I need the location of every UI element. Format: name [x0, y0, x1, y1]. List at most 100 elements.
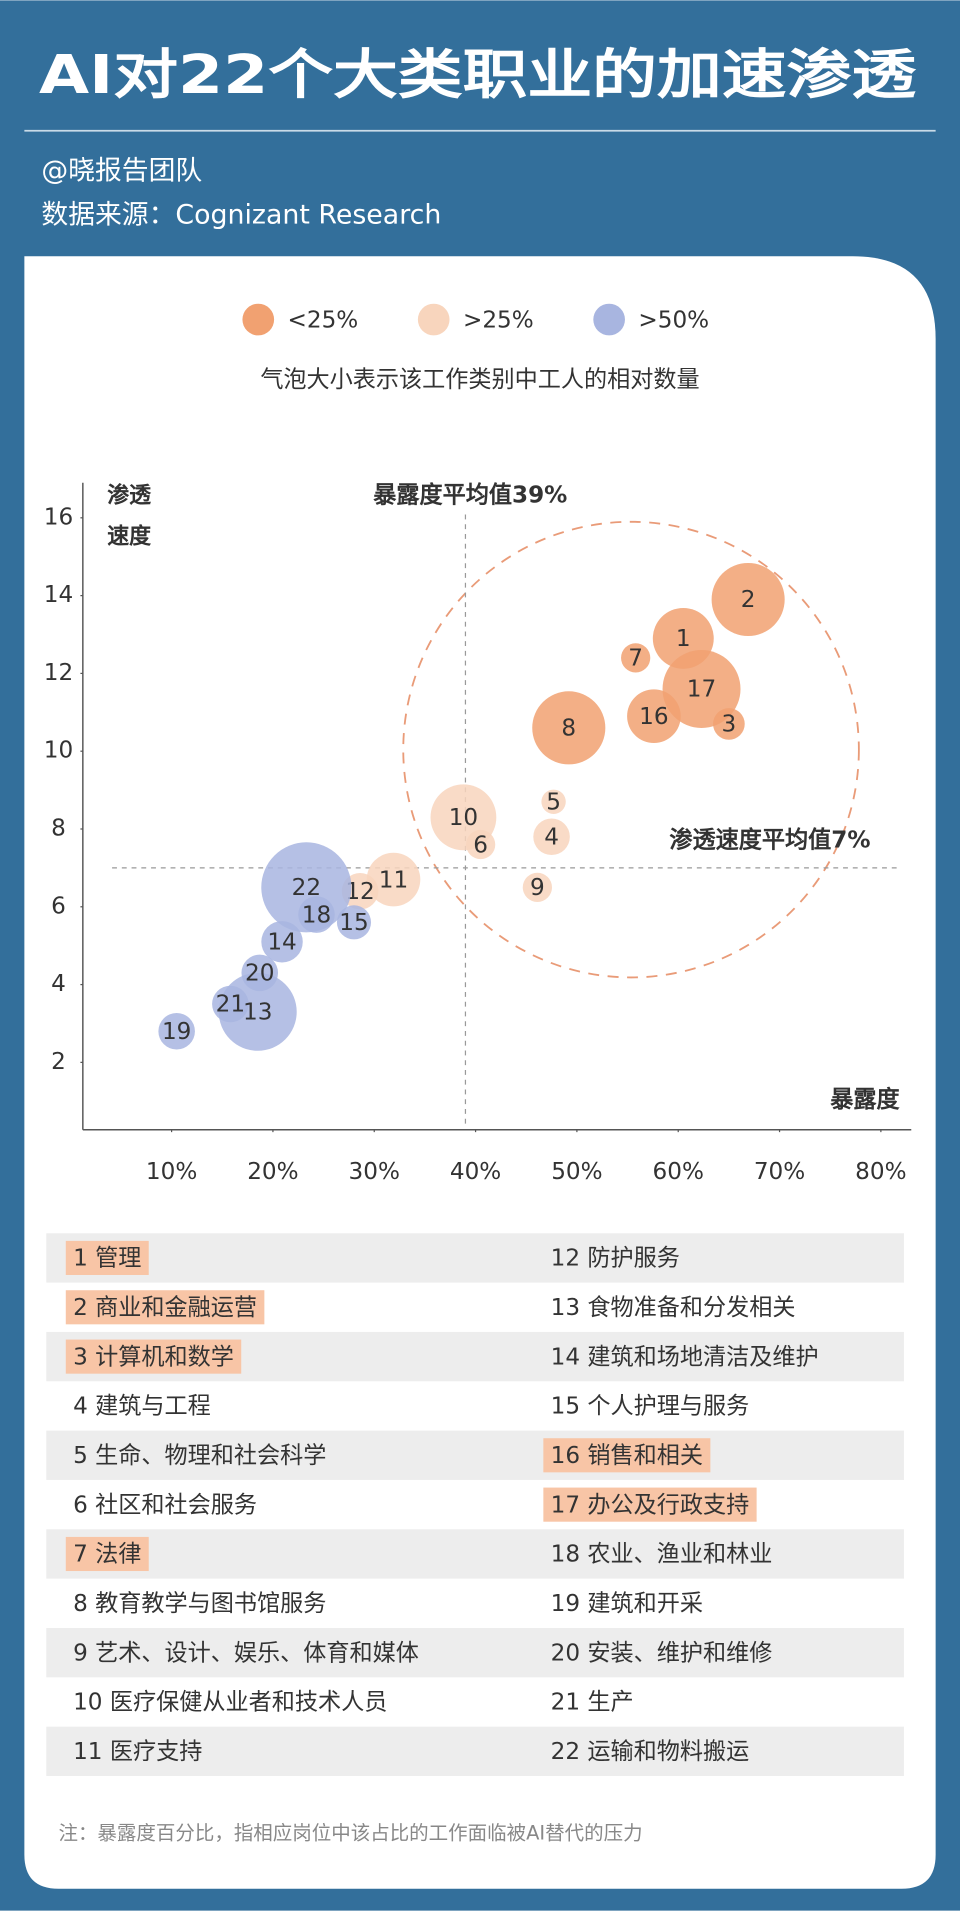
- legend-label: >25%: [463, 307, 534, 333]
- table-row-bg: [46, 1627, 904, 1678]
- bubble: [533, 818, 570, 856]
- table-item: 4 建筑与工程: [73, 1394, 211, 1420]
- x-tick-label: 30%: [349, 1159, 400, 1185]
- bubble-label: 11: [379, 867, 408, 893]
- y-tick-label: 10: [44, 738, 73, 764]
- bubble: [541, 789, 566, 814]
- author: @晓报告团队: [41, 156, 202, 187]
- bubble-label: 3: [722, 712, 737, 738]
- y-tick-label: 4: [51, 971, 66, 997]
- table-item: 16 销售和相关: [551, 1443, 703, 1469]
- table-item: 7 法律: [73, 1542, 141, 1568]
- x-tick-label: 10%: [146, 1159, 197, 1185]
- bubble: [336, 905, 372, 940]
- bubble-label: 8: [561, 716, 576, 742]
- bubble-label: 20: [245, 961, 274, 987]
- table-item: 18 农业、渔业和林业: [551, 1542, 773, 1568]
- bubble: [532, 691, 606, 765]
- bubble: [261, 921, 303, 963]
- bubble: [158, 1012, 195, 1050]
- bubble-label: 5: [546, 789, 561, 815]
- x-tick-label: 50%: [551, 1159, 602, 1185]
- footnote: 注：暴露度百分比，指相应岗位中该占比的工作面临被AI替代的压力: [58, 1821, 642, 1844]
- bubble-label: 6: [473, 832, 488, 858]
- legend-label: <25%: [288, 307, 359, 333]
- bubble-label: 10: [449, 805, 478, 831]
- y-axis-label-box: 渗透速度: [107, 482, 152, 550]
- table-item: 3 计算机和数学: [73, 1344, 234, 1370]
- bubble: [662, 649, 741, 728]
- x-tick-label: 60%: [653, 1159, 704, 1185]
- bubble: [366, 852, 421, 907]
- table-item: 6 社区和社会服务: [73, 1492, 257, 1518]
- table-item: 9 艺术、设计、娱乐、体育和媒体: [73, 1640, 419, 1666]
- bubble-label: 9: [530, 875, 545, 901]
- table-item: 8 教育教学与图书馆服务: [73, 1591, 326, 1617]
- bubble: [621, 643, 651, 673]
- bubble: [212, 985, 249, 1023]
- table-row-bg: [46, 1233, 904, 1283]
- table-highlight: [65, 1290, 265, 1325]
- source: 数据来源：Cognizant Research: [41, 200, 441, 231]
- legend-marker: [593, 303, 625, 336]
- table-item: 22 运输和物料搬运: [551, 1739, 750, 1765]
- table-row-bg: [46, 1726, 904, 1777]
- bubble-label: 1: [676, 626, 691, 652]
- legend-label: >50%: [638, 307, 709, 333]
- bubble-label: 16: [639, 704, 668, 730]
- x-axis-label: 暴露度: [830, 1086, 900, 1113]
- table-item: 17 办公及行政支持: [551, 1492, 750, 1518]
- table-item: 21 生产: [551, 1690, 634, 1716]
- table-highlight: [543, 1487, 757, 1522]
- table-row-bg: [46, 1430, 904, 1480]
- table-item: 2 商业和金融运营: [73, 1295, 257, 1321]
- bubble: [522, 872, 552, 902]
- bubble: [261, 842, 352, 933]
- title: AI对22个大类职业的加速渗透: [39, 43, 917, 106]
- x-tick-label: 80%: [855, 1159, 906, 1185]
- table-item: 5 生命、物理和社会科学: [73, 1443, 326, 1469]
- table-highlight: [543, 1438, 711, 1473]
- bubble-label: 2: [741, 587, 756, 613]
- bubble: [241, 954, 279, 992]
- bubble-label: 18: [302, 902, 331, 928]
- y-tick-label: 8: [51, 815, 66, 841]
- table-highlight: [65, 1240, 149, 1275]
- table-highlight: [65, 1339, 242, 1374]
- y-axis-label: 渗透速度: [107, 482, 152, 550]
- bubble-label: 17: [687, 677, 716, 703]
- y-tick-label: 2: [51, 1049, 66, 1075]
- bubble-label: 15: [339, 910, 368, 936]
- bubble-label: 14: [267, 930, 296, 956]
- table-item: 20 安装、维护和维修: [551, 1640, 773, 1666]
- x-tick-label: 40%: [450, 1159, 501, 1185]
- table-item: 19 建筑和开采: [551, 1591, 703, 1617]
- x-tick-label: 20%: [247, 1159, 298, 1185]
- chart-subtitle: 气泡大小表示该工作类别中工人的相对数量: [260, 367, 699, 393]
- bubble-label: 4: [544, 824, 559, 850]
- y-tick-label: 12: [44, 660, 73, 686]
- x-tick-label: 70%: [754, 1159, 805, 1185]
- bubble-label: 7: [628, 646, 643, 672]
- table-row-bg: [46, 1529, 904, 1579]
- table-item: 1 管理: [73, 1246, 141, 1272]
- legend-marker: [242, 303, 275, 336]
- table-item: 12 防护服务: [551, 1246, 680, 1272]
- legend-marker: [417, 303, 450, 336]
- y-tick-label: 14: [44, 582, 73, 608]
- bubble-label: 22: [292, 875, 321, 901]
- highlight-circle: [402, 520, 860, 979]
- table-item: 14 建筑和场地清洁及维护: [551, 1344, 819, 1370]
- y-mean-label: 渗透速度平均值7%: [669, 826, 870, 853]
- table-item: 15 个人护理与服务: [551, 1394, 750, 1420]
- table-item: 11 医疗支持: [73, 1739, 202, 1765]
- y-tick-label: 6: [51, 893, 66, 919]
- bubble-label: 21: [216, 992, 245, 1018]
- bubble: [711, 562, 785, 637]
- bubble-label: 19: [162, 1019, 191, 1045]
- table-item: 13 食物准备和分发相关: [551, 1295, 796, 1321]
- y-tick-label: 16: [44, 504, 73, 530]
- table-item: 10 医疗保健从业者和技术人员: [73, 1690, 387, 1716]
- x-mean-label: 暴露度平均值39%: [373, 482, 567, 509]
